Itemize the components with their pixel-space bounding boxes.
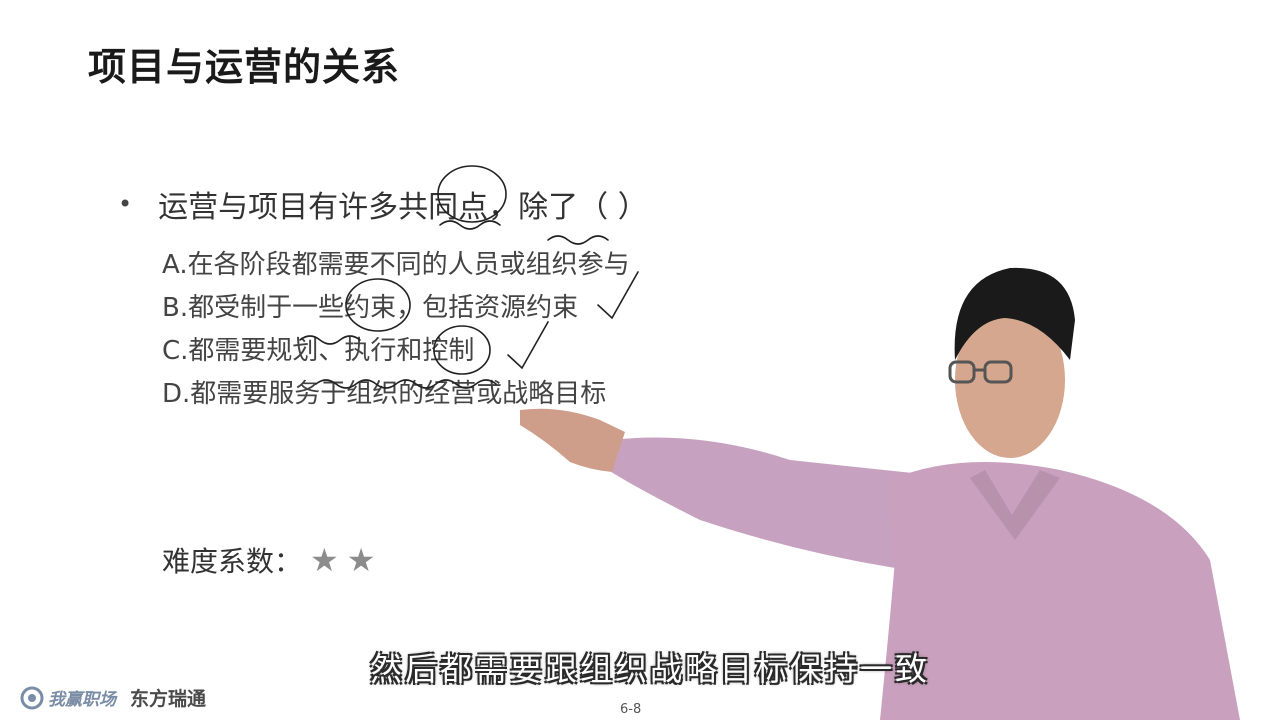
wave-annotation xyxy=(299,335,361,345)
question: • 运营与项目有许多共同点，除了（ ） xyxy=(118,182,648,226)
logo-text-dfrt: 东方瑞通 xyxy=(130,688,207,710)
circle-annotation xyxy=(345,278,411,332)
presenter-collar xyxy=(970,470,1060,540)
presenter-hair xyxy=(954,267,1075,360)
subtitle-caption: 然后都需要跟组织战略目标保持一致 xyxy=(370,650,931,688)
presenter-torso xyxy=(880,462,1240,720)
circle-annotation xyxy=(437,165,507,223)
options-list: A.在各阶段都需要不同的人员或组织参与 B.都受制于一些约束，包括资源约束 C.… xyxy=(162,244,630,416)
difficulty-stars: ★ ★ xyxy=(310,541,383,579)
logo-icon xyxy=(20,686,44,709)
circle-annotation xyxy=(433,325,491,375)
footer-logos: 我赢职场 东方瑞通 xyxy=(20,684,206,711)
option-b: B.都受制于一些约束，包括资源约束 xyxy=(162,293,579,323)
option-c: C.都需要规划、执行和控制 xyxy=(162,336,475,366)
slide-title: 项目与运营的关系 xyxy=(88,45,401,89)
difficulty-label: 难度系数： xyxy=(162,545,303,578)
star-icon: ★ xyxy=(346,541,376,579)
page-number: 6-8 xyxy=(620,702,642,717)
difficulty-rating: 难度系数： ★ ★ xyxy=(162,540,383,580)
wave-annotation xyxy=(547,235,609,245)
option-a: A.在各阶段都需要不同的人员或组织参与 xyxy=(162,250,630,280)
presenter-arm xyxy=(608,437,960,575)
logo-text-wyzc: 我赢职场 xyxy=(48,690,116,710)
wave-annotation xyxy=(439,220,501,230)
star-icon: ★ xyxy=(310,541,339,579)
presenter-hand xyxy=(520,408,625,472)
bullet: • xyxy=(118,190,133,218)
option-d: D.都需要服务于组织的经营或战略目标 xyxy=(162,379,607,409)
wave-annotation xyxy=(315,379,497,389)
glasses-icon xyxy=(948,360,1013,384)
check-annotation xyxy=(507,321,549,370)
check-annotation xyxy=(597,271,639,320)
question-text: 运营与项目有许多共同点，除了（ ） xyxy=(158,190,648,225)
